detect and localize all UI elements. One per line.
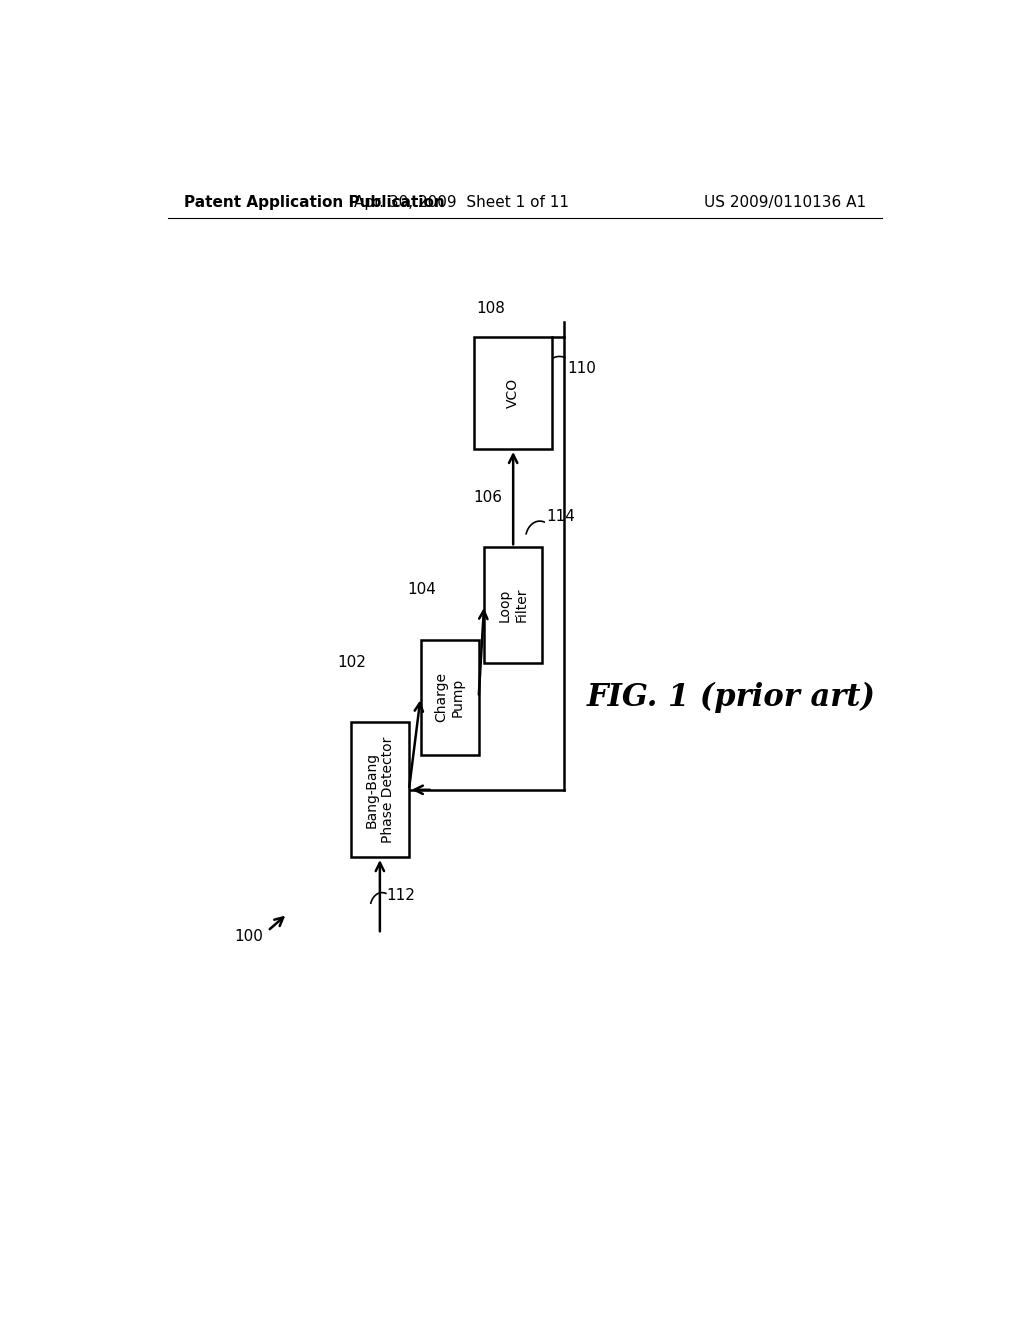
Text: Loop
Filter: Loop Filter [498, 587, 528, 622]
Text: Patent Application Publication: Patent Application Publication [183, 194, 444, 210]
Text: 106: 106 [473, 490, 502, 506]
Text: Bang-Bang
Phase Detector: Bang-Bang Phase Detector [365, 737, 395, 843]
Text: US 2009/0110136 A1: US 2009/0110136 A1 [703, 194, 866, 210]
Text: FIG. 1 (prior art): FIG. 1 (prior art) [587, 681, 876, 713]
Text: 102: 102 [337, 656, 367, 671]
Bar [351, 722, 409, 857]
Text: 112: 112 [386, 888, 415, 903]
Text: 114: 114 [546, 510, 575, 524]
Bar [421, 640, 478, 755]
Text: Apr. 30, 2009  Sheet 1 of 11: Apr. 30, 2009 Sheet 1 of 11 [354, 194, 568, 210]
Text: 104: 104 [407, 582, 436, 598]
Text: Charge
Pump: Charge Pump [434, 672, 465, 722]
Bar [484, 548, 543, 663]
Text: 108: 108 [477, 301, 506, 317]
Bar [474, 338, 552, 449]
Text: 110: 110 [567, 360, 596, 375]
Text: VCO: VCO [506, 379, 520, 408]
Text: 100: 100 [234, 928, 263, 944]
